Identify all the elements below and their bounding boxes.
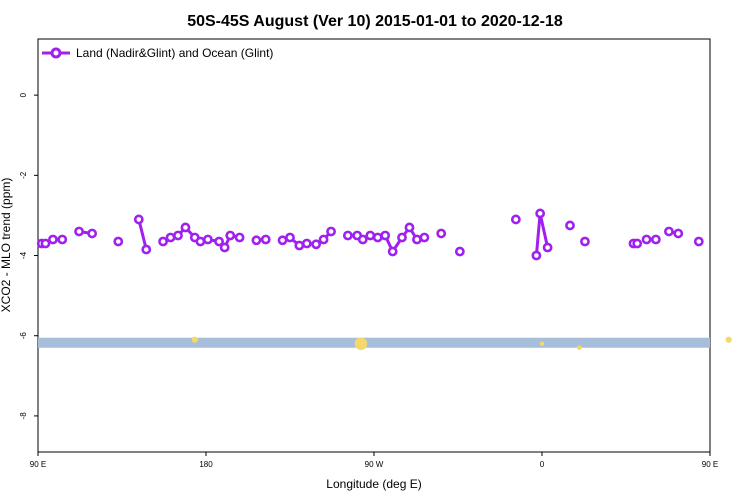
data-point-50	[641, 234, 652, 245]
data-point-53	[673, 228, 684, 239]
x-tick-label-3: 0	[540, 460, 545, 469]
data-point-7	[133, 214, 144, 225]
data-point-9	[158, 236, 168, 247]
data-point-46	[565, 220, 575, 231]
data-point-12	[180, 222, 191, 233]
data-point-1	[40, 238, 51, 249]
data-point-4	[74, 226, 84, 237]
y-axis-label: XCO2 - MLO trend (ppm)	[0, 178, 13, 313]
data-point-27	[318, 234, 329, 245]
data-point-36	[397, 232, 407, 243]
data-point-52	[664, 226, 674, 237]
data-point-17	[219, 242, 230, 253]
y-axis: 0 -2 -4 -6 -8	[19, 92, 38, 419]
data-point-14	[195, 236, 206, 247]
y-tick-label-3: -6	[19, 332, 28, 340]
data-point-32	[365, 230, 376, 241]
y-tick-label-1: -2	[19, 171, 28, 179]
data-point-6	[113, 236, 124, 247]
y-tick-label-2: -4	[19, 251, 28, 259]
data-point-16	[214, 236, 224, 247]
data-point-45	[542, 242, 553, 253]
band-highlight-3	[577, 345, 582, 351]
plot-frame	[37, 38, 711, 453]
legend-marker	[50, 47, 62, 59]
x-tick-label-4: 90 E	[702, 460, 718, 469]
data-point-3	[57, 234, 68, 245]
data-point-29	[342, 230, 353, 241]
data-point-37	[404, 222, 415, 233]
x-tick-label-1: 180	[199, 460, 213, 469]
data-point-25	[301, 238, 312, 249]
data-point-20	[251, 235, 262, 246]
bottom-band-layer	[38, 336, 732, 351]
data-point-38	[412, 234, 422, 245]
data-point-47	[580, 236, 590, 247]
data-point-24	[294, 240, 305, 251]
data-point-28	[326, 226, 336, 237]
band-highlight-4	[725, 336, 732, 343]
data-point-10	[165, 232, 176, 243]
data-point-51	[650, 234, 661, 245]
data-point-2	[48, 234, 58, 245]
data-point-40	[436, 228, 447, 239]
data-point-33	[372, 232, 383, 243]
data-point-41	[454, 246, 465, 257]
data-point-21	[260, 234, 271, 245]
chart-title: 50S-45S August (Ver 10) 2015-01-01 to 20…	[187, 13, 563, 30]
x-axis: 90 E 180 90 W 0 90 E	[30, 452, 718, 469]
data-point-54	[693, 236, 704, 247]
series-line-segment-3	[137, 219, 148, 250]
data-point-35	[387, 246, 398, 257]
band-highlight-0	[191, 336, 198, 343]
x-tick-label-2: 90 W	[365, 460, 384, 469]
band-highlight-1	[354, 337, 368, 351]
data-point-43	[531, 250, 542, 261]
data-point-26	[311, 239, 322, 250]
legend-label: Land (Nadir&Glint) and Ocean (Glint)	[76, 46, 273, 60]
data-point-8	[141, 244, 152, 255]
data-point-44	[535, 208, 546, 219]
band-highlight-2	[539, 341, 545, 347]
data-point-18	[225, 230, 236, 241]
data-point-22	[277, 235, 288, 246]
y-tick-label-4: -8	[19, 412, 28, 420]
legend: Land (Nadir&Glint) and Ocean (Glint)	[42, 46, 273, 60]
data-point-15	[202, 234, 213, 245]
data-point-42	[510, 214, 521, 225]
data-point-34	[380, 230, 391, 241]
x-axis-label: Longitude (deg E)	[326, 477, 421, 491]
data-point-31	[357, 234, 368, 245]
data-point-11	[173, 230, 183, 241]
x-tick-label-0: 90 E	[30, 460, 46, 469]
data-point-49	[632, 238, 643, 249]
data-point-5	[87, 228, 98, 239]
y-tick-label-0: 0	[19, 92, 28, 97]
data-point-19	[234, 232, 245, 243]
bottom-band	[38, 337, 710, 348]
data-point-23	[285, 232, 295, 243]
series-layer	[36, 208, 704, 261]
data-point-39	[419, 232, 430, 243]
